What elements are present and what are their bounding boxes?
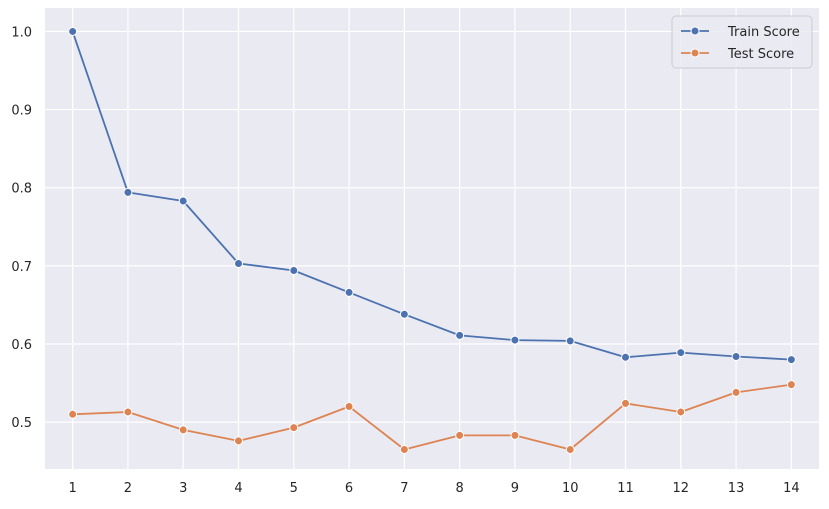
x-tick-label: 5	[290, 481, 298, 496]
legend-label: Train Score	[727, 25, 800, 40]
x-tick-label: 6	[345, 481, 353, 496]
series-layer	[68, 26, 796, 454]
y-tick-label: 0.7	[11, 260, 32, 275]
x-tick-label: 3	[179, 481, 187, 496]
x-tick-label: 11	[617, 481, 634, 496]
x-tick-label: 10	[562, 481, 579, 496]
series-line-test-score	[72, 383, 792, 451]
data-point	[786, 355, 796, 365]
x-tick-label: 13	[728, 481, 745, 496]
data-point	[289, 423, 299, 433]
series-test-score	[68, 380, 796, 454]
x-tick-label: 8	[456, 481, 464, 496]
y-tick-label: 1.0	[11, 25, 32, 40]
x-tick-label: 1	[69, 481, 77, 496]
data-point	[399, 444, 409, 454]
data-point	[123, 407, 133, 417]
data-point	[621, 352, 630, 362]
y-tick-label: 0.5	[11, 416, 32, 431]
data-point	[344, 401, 354, 411]
legend-marker	[690, 26, 700, 36]
x-tick-label: 12	[673, 481, 690, 496]
legend-label: Test Score	[727, 47, 794, 62]
data-point	[731, 387, 741, 397]
data-point	[289, 266, 299, 276]
data-point	[234, 259, 243, 269]
data-point	[510, 335, 520, 345]
legend-item: Train Score	[681, 25, 800, 40]
data-point	[455, 430, 465, 440]
data-point	[399, 309, 409, 319]
y-tick-label: 0.6	[11, 338, 32, 353]
plot-area	[45, 8, 819, 469]
data-point	[731, 351, 741, 361]
legend: Train Score Test Score	[671, 15, 813, 69]
data-point	[68, 409, 78, 419]
data-point	[178, 196, 188, 206]
legend-item: Test Score	[681, 47, 794, 62]
data-point	[234, 436, 243, 446]
legend-marker	[690, 48, 700, 58]
data-point	[178, 425, 188, 435]
data-point	[565, 336, 575, 346]
data-point	[786, 380, 796, 390]
data-point	[565, 444, 575, 454]
x-tick-label: 4	[234, 481, 242, 496]
data-point	[455, 330, 465, 340]
x-tick-label: 9	[511, 481, 519, 496]
series-train-score	[68, 26, 796, 365]
data-point	[621, 398, 630, 408]
data-point	[68, 26, 78, 36]
data-point	[676, 348, 686, 358]
legend-box	[671, 15, 813, 69]
x-tick-label: 2	[124, 481, 132, 496]
x-tick-label: 7	[400, 481, 408, 496]
series-line-train-score	[71, 31, 792, 361]
grid	[45, 8, 819, 469]
y-tick-label: 0.8	[11, 182, 32, 197]
data-point	[344, 287, 354, 297]
data-point	[510, 430, 520, 440]
x-tick-label: 14	[783, 481, 800, 496]
y-tick-label: 0.9	[11, 104, 32, 119]
data-point	[123, 187, 133, 197]
data-point	[676, 407, 686, 417]
tick-labels: 1 2 3 4 5 6 7 8 9 10 11 12 13 140.50.60.70.80.91.0	[11, 25, 799, 496]
